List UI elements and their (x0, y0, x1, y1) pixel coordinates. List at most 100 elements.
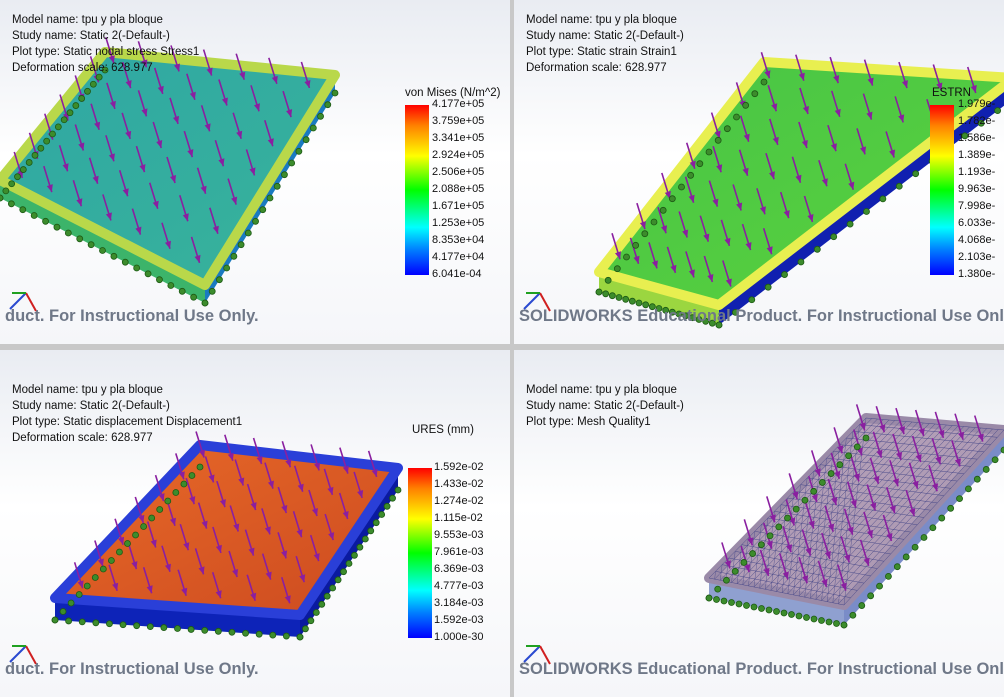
fixture (296, 148, 302, 154)
fixture (9, 181, 15, 187)
fixture (965, 486, 971, 492)
fixture (828, 471, 834, 477)
legend-label: 1.380e- (958, 268, 995, 280)
fixture (751, 604, 757, 610)
fixture (724, 126, 730, 132)
fixture (215, 628, 221, 634)
fixture (789, 612, 795, 618)
fixture (921, 535, 927, 541)
legend-label: 8.353e+04 (432, 234, 484, 246)
viewport: Model name: tpu y pla bloqueStudy name: … (514, 350, 1004, 697)
fixture (660, 207, 666, 213)
fixture (774, 609, 780, 615)
info-line: Plot type: Static displacement Displacem… (12, 416, 242, 428)
fixture (802, 497, 808, 503)
fixture (253, 218, 259, 224)
fixture (245, 230, 251, 236)
fixture (864, 209, 870, 215)
fixture (173, 490, 179, 496)
legend-label: 4.177e+04 (432, 251, 484, 263)
fixture (283, 633, 289, 639)
fixture (706, 149, 712, 155)
fixture (330, 585, 336, 591)
info-line: Deformation scale: 628.977 (12, 62, 153, 74)
fixture (134, 623, 140, 629)
info-line: Study name: Static 2(-Default-) (12, 400, 170, 412)
legend-label: 3.341e+05 (432, 132, 484, 144)
info-line: Model name: tpu y pla bloque (526, 384, 677, 396)
fixture (846, 453, 852, 459)
fixture (303, 137, 309, 143)
fixture (270, 632, 276, 638)
screen: Model name: tpu y pla bloque Study name: … (0, 0, 1004, 697)
fixture (752, 91, 758, 97)
fixture (913, 171, 919, 177)
fixture (313, 610, 319, 616)
fixture (834, 621, 840, 627)
fixture (995, 108, 1001, 114)
info-line: Plot type: Mesh Quality1 (526, 416, 651, 428)
fixture (837, 462, 843, 468)
fixture (750, 551, 756, 557)
legend-label: 9.553e-03 (434, 529, 484, 541)
legend-label: 4.177e+05 (432, 98, 484, 110)
fixture (0, 195, 3, 201)
fixture (368, 528, 374, 534)
fixture (260, 207, 266, 213)
fixture (863, 435, 869, 441)
fixture (395, 487, 401, 493)
fixture (133, 532, 139, 538)
fixture (238, 242, 244, 248)
watermark: SOLIDWORKS Educational Product. For Inst… (519, 660, 1004, 679)
fixture (55, 124, 61, 130)
fixture (642, 231, 648, 237)
fixture (108, 558, 114, 564)
legend-label: 1.253e+05 (432, 217, 484, 229)
fixture (390, 495, 396, 501)
viewport: Model name: tpu y pla bloqueStudy name: … (0, 0, 510, 344)
fixture (603, 291, 609, 297)
fixture (189, 473, 195, 479)
info-line: Study name: Static 2(-Default-) (12, 30, 170, 42)
info-line: Plot type: Static strain Strain1 (526, 46, 677, 58)
fixture (651, 219, 657, 225)
fixture (175, 626, 181, 632)
fixture (79, 619, 85, 625)
legend-label: 1.592e-03 (434, 614, 484, 626)
fixture (679, 184, 685, 190)
fixture (793, 506, 799, 512)
fixture (761, 79, 767, 85)
fixture (819, 618, 825, 624)
info-line: Study name: Static 2(-Default-) (526, 30, 684, 42)
fixture (79, 95, 85, 101)
fixture (310, 125, 316, 131)
legend-label: 2.506e+05 (432, 166, 484, 178)
watermark: duct. For Instructional Use Only. (5, 660, 259, 679)
legend-label: 1.274e-02 (434, 495, 484, 507)
info-line: Plot type: Static nodal stress Stress1 (12, 46, 199, 58)
fixture (715, 137, 721, 143)
legend-title: URES (mm) (412, 424, 474, 436)
fixture (229, 629, 235, 635)
fixture (850, 612, 856, 618)
fixture (373, 520, 379, 526)
fixture (877, 583, 883, 589)
fixture (85, 88, 91, 94)
info-line: Model name: tpu y pla bloque (526, 14, 677, 26)
fixture (324, 593, 330, 599)
fixture (44, 138, 50, 144)
legend-bar (405, 105, 429, 275)
fixture (957, 496, 963, 502)
fixture (149, 515, 155, 521)
fixture (106, 621, 112, 627)
legend-label: 1.979e- (958, 98, 995, 110)
fixture (732, 568, 738, 574)
fixture (92, 575, 98, 581)
fixture (629, 298, 635, 304)
fixture (868, 593, 874, 599)
fixture (714, 597, 720, 603)
fixture (165, 498, 171, 504)
fixture (616, 295, 622, 301)
legend-label: 1.592e-02 (434, 461, 484, 473)
fixture (715, 586, 721, 592)
